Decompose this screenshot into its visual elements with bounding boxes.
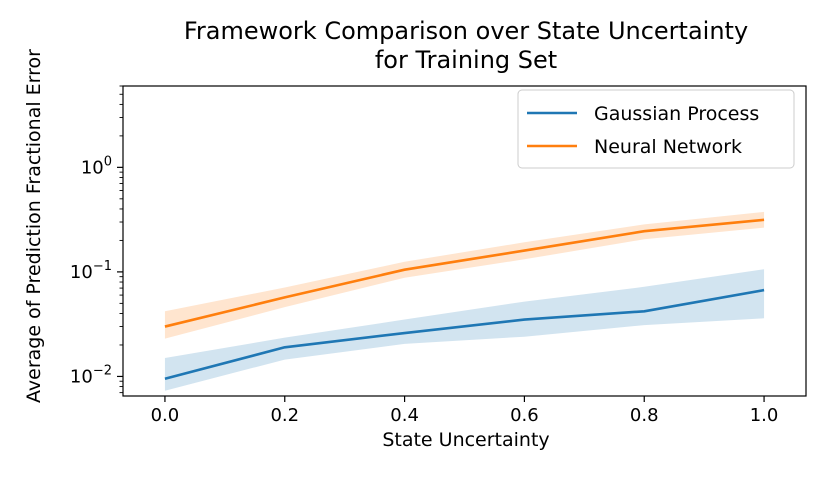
confidence-bands [164, 211, 765, 391]
y-tick-label: 10−2 [70, 363, 112, 387]
legend-label-gaussian-process: Gaussian Process [594, 103, 759, 125]
y-axis-label: Average of Prediction Fractional Error [23, 49, 45, 403]
x-tick-label: 0.6 [510, 405, 539, 426]
axes-frame [122, 85, 807, 397]
series-lines [164, 218, 765, 381]
y-tick-label: 100 [81, 154, 112, 178]
chart-title: Framework Comparison over State Uncertai… [184, 17, 748, 45]
x-tick-label: 0.0 [151, 405, 180, 426]
y-tick-label: 10−1 [70, 259, 112, 283]
band-neural-network [164, 211, 765, 339]
x-tick-label: 0.8 [630, 405, 659, 426]
legend: Gaussian Process Neural Network [517, 89, 795, 169]
y-axis-ticks: 10−2 10−1 100 [70, 85, 123, 394]
line-neural-network [164, 218, 765, 328]
x-axis-label: State Uncertainty [382, 429, 549, 451]
x-tick-label: 0.2 [270, 405, 299, 426]
chart-subtitle: for Training Set [375, 46, 557, 74]
x-axis-ticks: 0.0 0.2 0.4 0.6 0.8 1.0 [151, 396, 779, 426]
line-gaussian-process [164, 288, 765, 381]
legend-box [517, 89, 795, 169]
legend-label-neural-network: Neural Network [594, 136, 742, 158]
plot-area: 0.0 0.2 0.4 0.6 0.8 1.0 10−2 10−1 100 [70, 85, 807, 426]
x-tick-label: 0.4 [390, 405, 419, 426]
x-tick-label: 1.0 [750, 405, 779, 426]
band-gaussian-process [164, 269, 765, 391]
